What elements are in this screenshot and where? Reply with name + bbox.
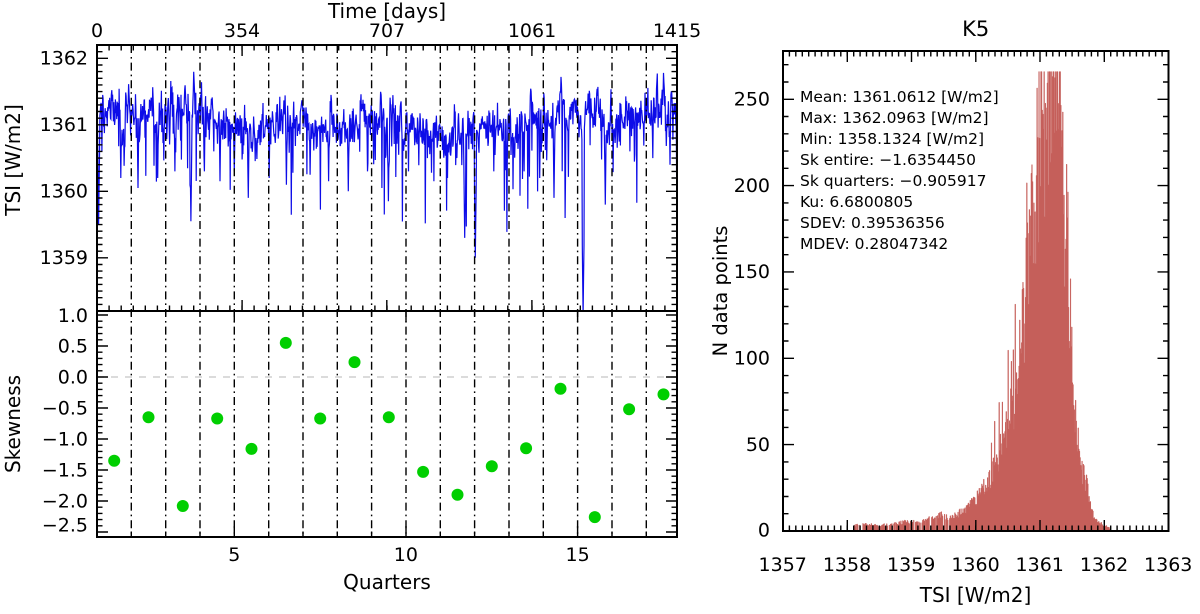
skewness-point xyxy=(657,388,670,401)
skewness-point xyxy=(245,442,258,455)
tsi-axis-title: TSI [W/m2] xyxy=(1,104,25,217)
hist-x-tick-6: 1363 xyxy=(1144,554,1192,576)
skewness-point xyxy=(314,412,327,425)
time-axis-tick-0: 0 xyxy=(91,20,103,42)
stat-min: Min: 1358.1324 [W/m2] xyxy=(800,130,984,148)
time-axis-tick-2: 707 xyxy=(369,20,405,42)
hist-x-tick-4: 1361 xyxy=(1016,554,1064,576)
stat-sk-entire: Sk entire: −1.6354450 xyxy=(800,151,976,169)
skewness-point xyxy=(108,454,121,467)
stat-max: Max: 1362.0963 [W/m2] xyxy=(800,109,989,127)
hist-y-tick-4: 200 xyxy=(734,175,770,197)
skew-axis-tick-0: 1.0 xyxy=(58,305,88,327)
hist-y-tick-3: 150 xyxy=(734,261,770,283)
axes xyxy=(96,44,1170,538)
time-axis-title: Time [days] xyxy=(327,0,446,23)
hist-y-tick-1: 50 xyxy=(746,434,770,456)
histogram-bars xyxy=(853,71,1111,531)
tsi-line-series xyxy=(97,71,677,311)
hist-x-tick-2: 1359 xyxy=(887,554,935,576)
hist-x-tick-3: 1360 xyxy=(951,554,999,576)
skewness-point xyxy=(142,411,155,424)
histogram-title: K5 xyxy=(962,17,989,41)
time-axis-tick-1: 354 xyxy=(224,20,260,42)
stat-ku: Ku: 6.6800805 xyxy=(800,193,913,211)
stat-sk-quarters: Sk quarters: −0.905917 xyxy=(800,172,986,190)
skewness-points xyxy=(97,336,677,524)
stat-mdev: MDEV: 0.28047342 xyxy=(800,235,948,253)
skewness-point xyxy=(554,382,567,395)
tsi-axis-tick-1: 1361 xyxy=(40,114,88,136)
time-axis-tick-3: 1061 xyxy=(508,20,556,42)
skew-axis-tick-5: −1.5 xyxy=(42,460,88,482)
hist-y-tick-2: 100 xyxy=(734,348,770,370)
quarters-axis-tick-2: 15 xyxy=(566,544,590,566)
quarters-axis-tick-1: 10 xyxy=(394,544,418,566)
chart-layer xyxy=(96,44,1170,538)
skewness-axis-title: Skewness xyxy=(1,375,25,473)
stat-sdev: SDEV: 0.39536356 xyxy=(800,214,945,232)
hist-x-tick-1: 1358 xyxy=(823,554,871,576)
quarters-axis-tick-0: 5 xyxy=(228,544,240,566)
skewness-point xyxy=(485,460,498,473)
skew-axis-tick-3: −0.5 xyxy=(42,398,88,420)
tsi-axis-tick-0: 1362 xyxy=(40,48,88,70)
hist-y-tick-5: 250 xyxy=(734,89,770,111)
skewness-point xyxy=(348,356,361,369)
skewness-point xyxy=(623,403,636,416)
skew-axis-tick-2: 0.0 xyxy=(58,367,88,389)
skewness-point xyxy=(211,412,224,425)
hist-y-tick-0: 0 xyxy=(758,520,770,542)
skewness-point xyxy=(279,336,292,349)
tsi-axis-tick-2: 1360 xyxy=(40,181,88,203)
skewness-point xyxy=(520,442,533,455)
quarters-axis-title: Quarters xyxy=(343,570,431,594)
skew-axis-tick-7: −2.5 xyxy=(42,515,88,537)
hist-x-tick-5: 1362 xyxy=(1080,554,1128,576)
hist-x-axis-title: TSI [W/m2] xyxy=(919,583,1032,607)
skewness-point xyxy=(176,500,189,512)
stat-mean: Mean: 1361.0612 [W/m2] xyxy=(800,88,999,106)
skewness-point xyxy=(417,465,430,478)
time-axis-tick-4: 1415 xyxy=(653,20,701,42)
tsi-axis-tick-3: 1359 xyxy=(40,247,88,269)
skew-axis-tick-6: −2.0 xyxy=(42,491,88,513)
skewness-point xyxy=(382,411,395,424)
skew-axis-tick-4: −1.0 xyxy=(42,429,88,451)
skewness-point xyxy=(588,511,601,524)
skew-axis-tick-1: 0.5 xyxy=(58,336,88,358)
skewness-point xyxy=(451,488,464,501)
hist-x-tick-0: 1357 xyxy=(759,554,807,576)
hist-y-axis-title: N data points xyxy=(709,226,732,357)
